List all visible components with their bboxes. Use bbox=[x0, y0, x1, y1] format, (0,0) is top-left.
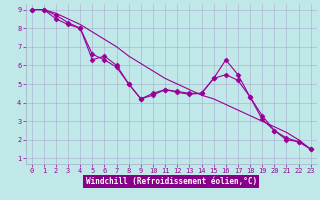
X-axis label: Windchill (Refroidissement éolien,°C): Windchill (Refroidissement éolien,°C) bbox=[86, 177, 257, 186]
